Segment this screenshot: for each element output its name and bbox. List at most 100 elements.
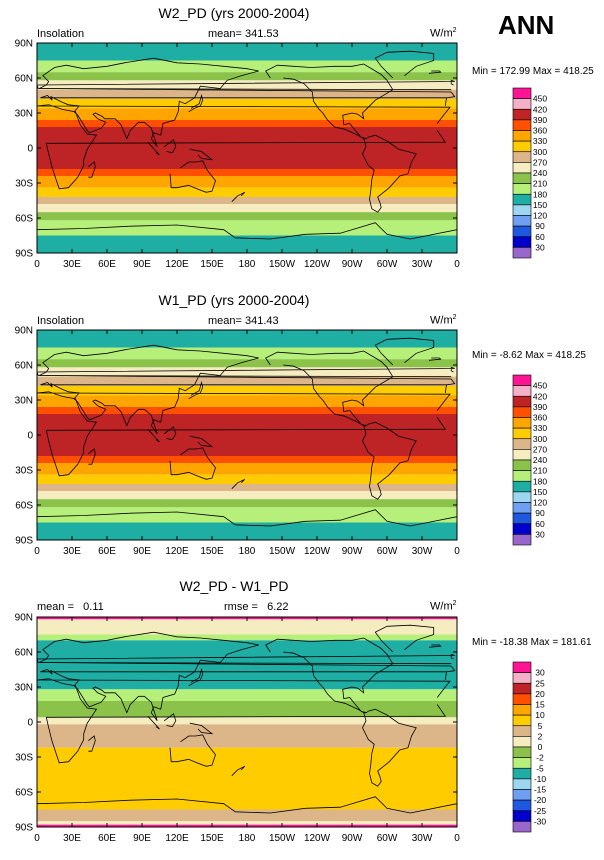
contour-band	[37, 414, 457, 456]
contour-band	[37, 127, 457, 169]
contour-band	[37, 634, 457, 641]
coastline	[37, 796, 457, 814]
x-tick-label: 0	[34, 546, 40, 557]
y-tick-label: 60N	[15, 74, 33, 85]
contour-band	[37, 809, 457, 822]
min-max-stats: Min = -18.38 Max = 181.61	[472, 637, 592, 648]
y-tick-label: 60S	[15, 214, 33, 225]
colorbar-label: 150	[533, 487, 547, 497]
colorbar-label: 5	[538, 721, 543, 731]
colorbar-box	[512, 491, 532, 503]
colorbar-label: -20	[534, 795, 547, 805]
colorbar-box	[512, 225, 532, 238]
min-max-stats: Min = -8.62 Max = 418.25	[472, 350, 586, 361]
x-tick-label: 90E	[133, 259, 151, 270]
coastline	[189, 435, 214, 448]
y-tick-label: 0	[27, 718, 33, 729]
colorbar-label: 120	[533, 498, 547, 508]
contour-band	[37, 367, 457, 377]
colorbar-label: 330	[533, 136, 547, 146]
colorbar-box	[512, 757, 532, 769]
x-tick-label: 90W	[342, 833, 363, 844]
x-tick-label: 30E	[63, 546, 81, 557]
panel-2: W1_PD (yrs 2000-2004) Insolation mean= 3…	[0, 287, 604, 574]
contour-band	[37, 187, 457, 197]
x-tick-label: 120W	[304, 259, 331, 270]
colorbar-box	[512, 374, 532, 386]
colorbar-label: 450	[533, 94, 547, 104]
x-tick-label: 0	[454, 833, 460, 844]
x-tick-label: 60W	[377, 546, 398, 557]
colorbar-box	[512, 821, 532, 833]
coastline	[88, 161, 96, 178]
coastline	[147, 428, 160, 443]
x-tick-label: 150E	[200, 259, 224, 270]
colorbar-box	[512, 746, 532, 758]
x-tick-label: 150W	[269, 833, 296, 844]
colorbar-label: 180	[533, 476, 547, 486]
x-tick-label: 30W	[412, 833, 433, 844]
y-tick-label: 30N	[15, 396, 33, 407]
x-tick-label: 30W	[412, 546, 433, 557]
colorbar-label: 390	[533, 115, 547, 125]
coastline	[37, 391, 451, 477]
panel-1: W2_PD (yrs 2000-2004) Insolation mean= 3…	[0, 0, 604, 287]
coastline	[169, 447, 216, 480]
x-tick-label: 60E	[98, 833, 116, 844]
colorbar-box	[512, 236, 532, 248]
coastline	[189, 722, 214, 735]
colorbar-label: -15	[534, 785, 547, 795]
contour-band	[37, 60, 457, 73]
contour-band	[37, 619, 457, 635]
coastline	[39, 57, 456, 148]
x-tick-label: 120E	[165, 546, 189, 557]
colorbar-label: 120	[533, 211, 547, 221]
colorbar-label: 60	[535, 232, 545, 242]
coastline	[88, 735, 96, 752]
x-tick-label: 90W	[342, 259, 363, 270]
colorbar-label: 25	[535, 678, 545, 688]
coastline	[37, 653, 455, 665]
contour-band	[37, 43, 457, 61]
panel-title: W2_PD (yrs 2000-2004)	[158, 5, 310, 21]
contour-band	[37, 386, 457, 396]
units-label: W/m2	[430, 27, 457, 40]
x-tick-label: 180	[239, 259, 256, 270]
units-label: W/m2	[430, 314, 457, 327]
y-tick-label: 30S	[15, 466, 33, 477]
y-tick-label: 90S	[15, 536, 33, 547]
colorbar-label: 210	[533, 466, 547, 476]
coastline	[265, 350, 394, 427]
colorbar-label: 30	[535, 242, 545, 252]
mean-label: mean= 341.43	[208, 315, 279, 327]
y-tick-label: 30N	[15, 683, 33, 694]
colorbar-box	[512, 778, 532, 790]
colorbar-label: 450	[533, 381, 547, 391]
colorbar-box	[512, 87, 532, 99]
contour-band	[37, 89, 457, 99]
panel-3: W2_PD - W1_PD mean = 0.11 rmse = 6.22 W/…	[0, 574, 604, 860]
coastline	[37, 509, 457, 527]
coastline	[163, 426, 177, 441]
colorbar-box	[512, 438, 532, 450]
y-tick-label: 0	[27, 144, 33, 155]
coastline	[362, 134, 417, 213]
coastline	[428, 70, 442, 74]
colorbar-box	[512, 789, 532, 801]
coastline	[169, 160, 216, 193]
colorbar-label: 2	[538, 731, 543, 741]
coastline	[362, 421, 417, 500]
coastline	[231, 478, 245, 489]
colorbar-label: 90	[535, 221, 545, 231]
colorbar-label: -5	[536, 763, 544, 773]
coastline	[163, 139, 177, 154]
contour-band	[37, 108, 457, 120]
colorbar-box	[512, 682, 532, 695]
colorbar-box	[512, 406, 532, 418]
colorbar-box	[512, 151, 532, 163]
x-tick-label: 120E	[165, 833, 189, 844]
colorbar-box	[512, 427, 532, 440]
contour-band	[37, 456, 457, 463]
colorbar-box	[512, 512, 532, 525]
map-plot: 0 30E 60E 90E 120E 150E 180 150W 120W 90W 60W 30W 09…	[15, 326, 548, 558]
